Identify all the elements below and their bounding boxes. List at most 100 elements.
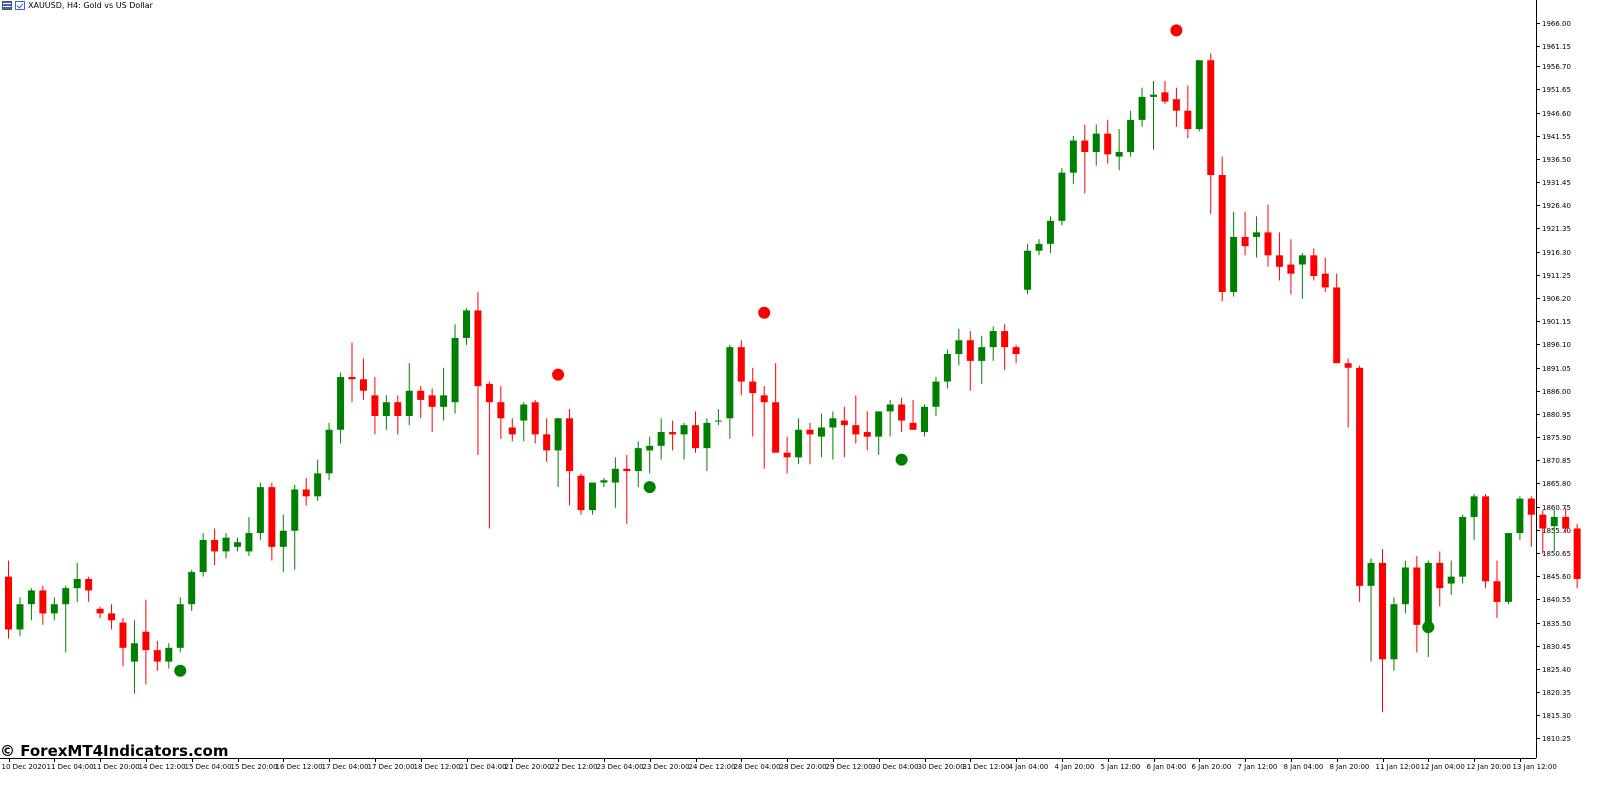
candle (222, 533, 230, 559)
candle-body (440, 395, 448, 407)
buy-signal-dot (895, 453, 908, 466)
time-tick-label: 4 Jan 20:00 (1055, 763, 1095, 771)
candle (1264, 204, 1272, 267)
price-tick-label: 1931.45 (1542, 179, 1571, 187)
candle-body (1413, 567, 1421, 625)
candle (1459, 514, 1467, 584)
candle-body (1218, 174, 1226, 293)
candle (440, 367, 448, 421)
candle-body (989, 331, 997, 348)
candle-body (978, 347, 986, 361)
time-tick-label: 24 Dec 12:00 (689, 763, 736, 771)
price-tick-label: 1956.70 (1542, 63, 1571, 71)
candle (176, 597, 184, 653)
candle-body (382, 402, 390, 416)
candle (279, 514, 287, 573)
candle (1436, 551, 1444, 607)
candle-body (932, 381, 940, 407)
price-tick-label: 1820.35 (1542, 689, 1571, 697)
candle-body (1035, 243, 1043, 251)
candle (382, 395, 390, 430)
price-tick-label: 1880.95 (1542, 411, 1571, 419)
candle (211, 528, 219, 566)
price-tick-label: 1810.25 (1542, 735, 1571, 743)
candle (806, 422, 814, 465)
price-tick-label: 1891.05 (1542, 365, 1571, 373)
candle-body (1115, 152, 1123, 157)
candle (726, 344, 734, 439)
candle (1035, 239, 1043, 256)
price-tick-label: 1921.35 (1542, 225, 1571, 233)
price-tick-label: 1830.45 (1542, 643, 1571, 651)
candle-body (417, 390, 425, 400)
candle (73, 562, 81, 602)
buy-signal-dot (643, 481, 656, 494)
price-tick-label: 1961.15 (1542, 43, 1571, 51)
candle (451, 324, 459, 414)
candle-body (1310, 255, 1318, 276)
candle-body (256, 487, 264, 534)
candle-body (1275, 255, 1283, 267)
candle (1161, 80, 1169, 104)
candle (840, 406, 848, 458)
candle (1504, 533, 1512, 605)
candle (1058, 168, 1066, 226)
price-tick-label: 1886.00 (1542, 388, 1571, 396)
candle-body (1001, 331, 1009, 348)
candle-body (1447, 576, 1455, 584)
candle (199, 533, 207, 577)
candle-body (165, 647, 173, 662)
candle-body (268, 487, 276, 547)
candle-body (1207, 60, 1215, 175)
candle (153, 640, 161, 671)
price-tick-label: 1911.25 (1542, 272, 1571, 280)
candle (1333, 273, 1341, 364)
time-tick-label: 17 Dec 20:00 (368, 763, 415, 771)
candle-body (921, 406, 928, 433)
candle (314, 459, 322, 501)
checkbox-icon[interactable] (15, 1, 25, 10)
candle-body (348, 376, 356, 380)
candle-body (646, 445, 654, 451)
candle-body (520, 404, 528, 421)
candle (886, 399, 894, 437)
candle (600, 477, 608, 488)
candle (1046, 216, 1054, 254)
candle (1424, 560, 1432, 658)
candle-body (1058, 172, 1066, 221)
candle-body (795, 429, 803, 458)
candle-body (62, 588, 70, 605)
candle-body (1161, 92, 1169, 102)
candle-body (1012, 347, 1020, 355)
price-tick-label: 1870.85 (1542, 457, 1571, 465)
candle (1321, 257, 1329, 293)
candle-body (1150, 94, 1157, 97)
candle-body (1321, 273, 1329, 288)
candle (898, 397, 906, 433)
candle (1413, 556, 1421, 653)
time-tick-label: 16 Dec 12:00 (276, 763, 323, 771)
candle (1253, 216, 1261, 258)
candle-body (817, 427, 825, 437)
candle (817, 413, 825, 458)
candle-body (634, 448, 642, 472)
price-tick-label: 1840.55 (1542, 596, 1571, 604)
price-tick-label: 1936.50 (1542, 156, 1571, 164)
time-tick-label: 17 Dec 04:00 (322, 763, 369, 771)
candle (634, 441, 642, 488)
candle (566, 409, 574, 506)
candle-body (1550, 516, 1558, 527)
candle-body (211, 539, 219, 552)
candle (1230, 211, 1238, 297)
candle-body (291, 489, 299, 531)
candle (234, 537, 241, 552)
time-tick-label: 28 Dec 20:00 (780, 763, 827, 771)
candle (1298, 253, 1306, 299)
chart-grid-icon[interactable] (2, 1, 12, 10)
candle (1172, 87, 1180, 127)
candle-body (1241, 236, 1249, 247)
candle (543, 418, 551, 462)
candle (1241, 211, 1249, 256)
price-tick-label: 1850.65 (1542, 550, 1571, 558)
